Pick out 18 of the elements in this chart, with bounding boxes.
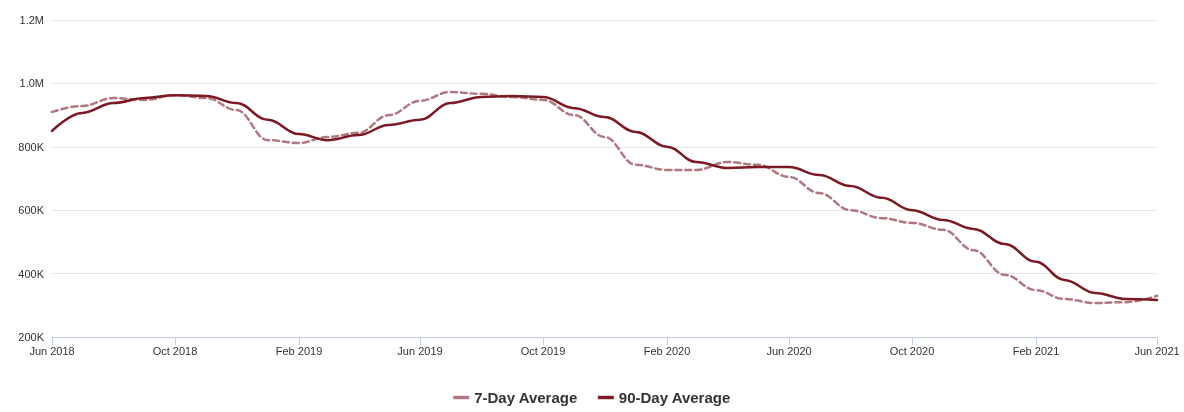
x-tick-label: Jun 2018 xyxy=(29,344,75,357)
x-tick-label: Oct 2020 xyxy=(889,344,935,357)
y-tick-label: 1.2M xyxy=(19,14,44,26)
legend-label: 7-Day Average xyxy=(474,389,578,406)
y-tick-label: 200K xyxy=(18,331,45,343)
y-tick-label: 1.0M xyxy=(19,77,44,90)
y-tick-label: 400K xyxy=(18,267,45,280)
y-tick-label: 800K xyxy=(18,140,45,153)
x-tick-label: Feb 2019 xyxy=(275,344,323,357)
x-tick-label: Jun 2021 xyxy=(1134,344,1180,357)
x-tick-label: Feb 2021 xyxy=(1012,344,1060,357)
y-tick-label: 600K xyxy=(18,204,45,217)
x-tick-label: Jun 2019 xyxy=(397,344,443,357)
x-tick-label: Oct 2018 xyxy=(152,344,198,357)
legend-label: 90-Day Average xyxy=(618,389,731,406)
x-tick-label: Jun 2020 xyxy=(766,344,812,357)
x-tick-label: Feb 2020 xyxy=(643,344,691,357)
x-tick-label: Oct 2019 xyxy=(520,344,566,357)
